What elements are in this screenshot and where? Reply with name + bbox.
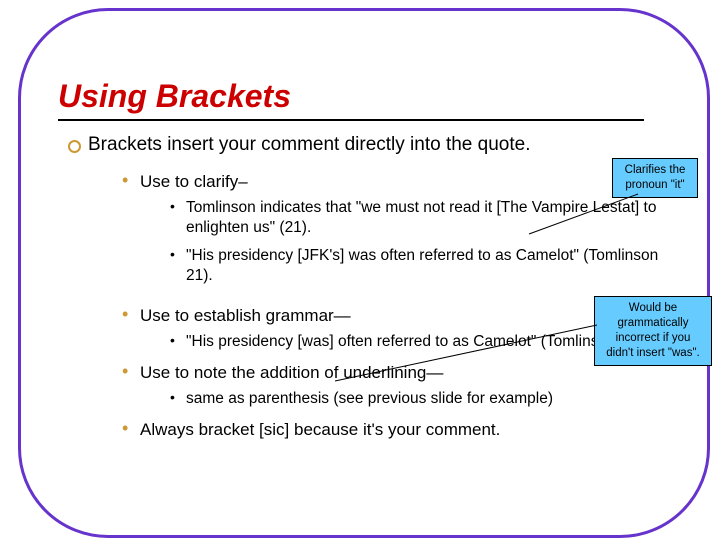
sub-sub-list: Tomlinson indicates that "we must not re… bbox=[140, 198, 678, 287]
bullet-text: same as parenthesis (see previous slide … bbox=[186, 390, 553, 407]
bullet-text: Use to clarify– bbox=[140, 172, 248, 191]
list-item: Always bracket [sic] because it's your c… bbox=[118, 419, 678, 440]
callout-text: Would be grammatically incorrect if you … bbox=[606, 302, 699, 359]
slide-content: Using Brackets Brackets insert your comm… bbox=[58, 78, 678, 457]
callout-insert-was: Would be grammatically incorrect if you … bbox=[594, 296, 712, 366]
list-item: Use to clarify– Tomlinson indicates that… bbox=[118, 171, 678, 287]
list-item: Tomlinson indicates that "we must not re… bbox=[168, 198, 678, 238]
bullet-text: Tomlinson indicates that "we must not re… bbox=[186, 199, 656, 236]
bullet-list: Brackets insert your comment directly in… bbox=[58, 133, 678, 441]
bullet-text: "His presidency [JFK's] was often referr… bbox=[186, 247, 658, 284]
bullet-text: "His presidency [was] often referred to … bbox=[186, 333, 647, 350]
list-item: Brackets insert your comment directly in… bbox=[64, 133, 678, 441]
list-item: Use to note the addition of underlining—… bbox=[118, 362, 678, 409]
title-underline bbox=[58, 119, 644, 121]
callout-clarifies-it: Clarifies the pronoun "it" bbox=[612, 158, 698, 198]
sub-sub-list: same as parenthesis (see previous slide … bbox=[140, 389, 678, 409]
slide-title: Using Brackets bbox=[58, 78, 678, 115]
bullet-text: Use to note the addition of underlining— bbox=[140, 363, 443, 382]
list-item: same as parenthesis (see previous slide … bbox=[168, 389, 678, 409]
list-item: "His presidency [JFK's] was often referr… bbox=[168, 246, 678, 286]
sub-list: Use to clarify– Tomlinson indicates that… bbox=[88, 171, 678, 441]
callout-text: Clarifies the pronoun "it" bbox=[625, 164, 686, 191]
bullet-text: Brackets insert your comment directly in… bbox=[88, 134, 530, 155]
bullet-text: Use to establish grammar— bbox=[140, 306, 351, 325]
bullet-text: Always bracket [sic] because it's your c… bbox=[140, 420, 500, 439]
